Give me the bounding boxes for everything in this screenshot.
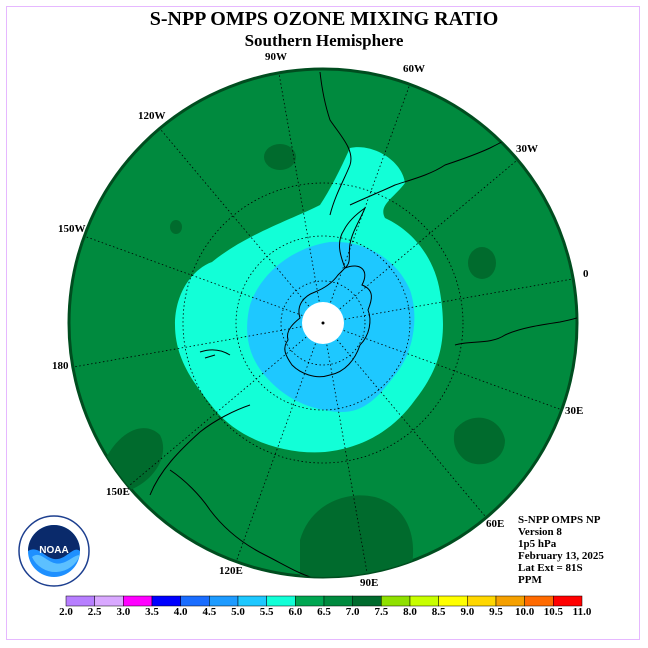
map-subtitle: Southern Hemisphere (244, 31, 404, 50)
colorbar-tick-label: 10.5 (543, 606, 563, 618)
lon-label-60w: 60W (403, 63, 425, 75)
lon-label-0: 0 (583, 268, 589, 280)
meridian-line (159, 128, 310, 307)
colorbar-tick-label: 8.0 (403, 606, 417, 618)
lat-circle-3 (182, 182, 464, 464)
antarctica-coast (284, 265, 372, 378)
info-instrument: S-NPP OMPS NP (518, 514, 601, 526)
meridian-line (330, 84, 411, 303)
lon-label-30e: 30E (565, 405, 584, 417)
colorbar-cell (295, 595, 325, 607)
colorbar-tick-label: 8.5 (431, 606, 446, 618)
dark-patch-east (453, 417, 505, 465)
meridian-line (72, 326, 302, 368)
lon-label-90w: 90W (265, 51, 287, 63)
australia-coast (149, 404, 321, 577)
dark-patch-north (264, 144, 296, 170)
colorbar-tick-label: 7.0 (345, 606, 360, 618)
colorbar-tick-label: 9.0 (460, 606, 475, 618)
colorbar-cell (381, 595, 411, 607)
colorbar-cells (65, 595, 583, 607)
colorbar-cell (524, 595, 554, 607)
map-title: S-NPP OMPS OZONE MIXING RATIO (149, 8, 499, 30)
colorbar-tick-label: 9.5 (489, 606, 503, 618)
lon-label-180: 180 (52, 360, 69, 372)
colorbar-tick-label: 2.5 (87, 606, 102, 618)
colorbar-tick-label: 4.0 (173, 606, 188, 618)
info-block: S-NPP OMPS NP Version 8 1p5 hPa February… (518, 514, 604, 586)
meridian-line (235, 343, 316, 562)
noaa-logo: NOAA (18, 515, 90, 587)
colorbar-cell (553, 595, 583, 607)
info-version: Version 8 (518, 526, 562, 538)
figure-frame (6, 6, 640, 640)
colorbar-cell (495, 595, 525, 607)
colorbar-tick-label: 7.5 (374, 606, 389, 618)
meridian-line (278, 72, 320, 302)
colorbar-tick-label: 6.5 (317, 606, 331, 618)
colorbar-tick-label: 6.0 (288, 606, 303, 618)
colorbar-cell (409, 595, 439, 607)
meridian-line (344, 278, 574, 320)
colorbar-tick-label: 3.0 (116, 606, 131, 618)
colorbar-cell (151, 595, 181, 607)
colorbar-tick-label: 2.0 (59, 606, 73, 618)
lon-label-60e: 60E (486, 518, 505, 530)
pole-point (321, 321, 325, 325)
meridian-line (326, 344, 368, 574)
colorbar-tick-label: 11.0 (572, 606, 592, 618)
colorbar-cell (123, 595, 153, 607)
colorbar-cell (266, 595, 296, 607)
colorbar-tick-label: 3.5 (145, 606, 159, 618)
lon-label-150w: 150W (58, 223, 86, 235)
lon-label-120e: 120E (219, 565, 243, 577)
meridian-line (84, 235, 303, 316)
info-level: 1p5 hPa (518, 538, 557, 550)
colorbar-cell (467, 595, 497, 607)
coastlines (149, 71, 577, 577)
dark-patch-nw (170, 220, 182, 234)
lon-label-30w: 30W (516, 143, 538, 155)
colorbar-cell (438, 595, 468, 607)
lat-circle-1 (280, 280, 366, 366)
colorbar-tick-label: 5.0 (231, 606, 245, 618)
noaa-logo-text: NOAA (39, 545, 68, 556)
info-units: PPM (518, 574, 542, 586)
colorbar-cell (323, 595, 353, 607)
south-america-coast (319, 71, 521, 216)
dark-patch-south (300, 495, 414, 577)
colorbar-cell (65, 595, 95, 607)
colorbar-cell (180, 595, 210, 607)
meridian-line (336, 339, 487, 518)
meridians (72, 72, 574, 574)
meridian-line (128, 336, 307, 487)
lat-circle-2 (235, 235, 411, 411)
colorbar-cell (237, 595, 267, 607)
new-zealand-coast (199, 349, 231, 359)
colorbar-tick-label: 5.5 (259, 606, 274, 618)
dark-patch-ne (468, 247, 496, 279)
colorbar-cell (352, 595, 382, 607)
colorbar-tick-label: 4.5 (202, 606, 217, 618)
latitude-circles (182, 182, 464, 464)
meridian-line (343, 330, 562, 411)
africa-coast (454, 315, 577, 346)
info-date: February 13, 2025 (518, 550, 604, 562)
colorbar-cell (209, 595, 239, 607)
lon-label-150e: 150E (106, 486, 130, 498)
meridian-line (339, 159, 518, 310)
colorbar-tick-label: 10.0 (515, 606, 535, 618)
colorbar-cell (94, 595, 124, 607)
lon-label-90e: 90E (360, 577, 379, 589)
info-lat-ext: Lat Ext = 81S (518, 562, 583, 574)
lon-label-120w: 120W (138, 110, 166, 122)
